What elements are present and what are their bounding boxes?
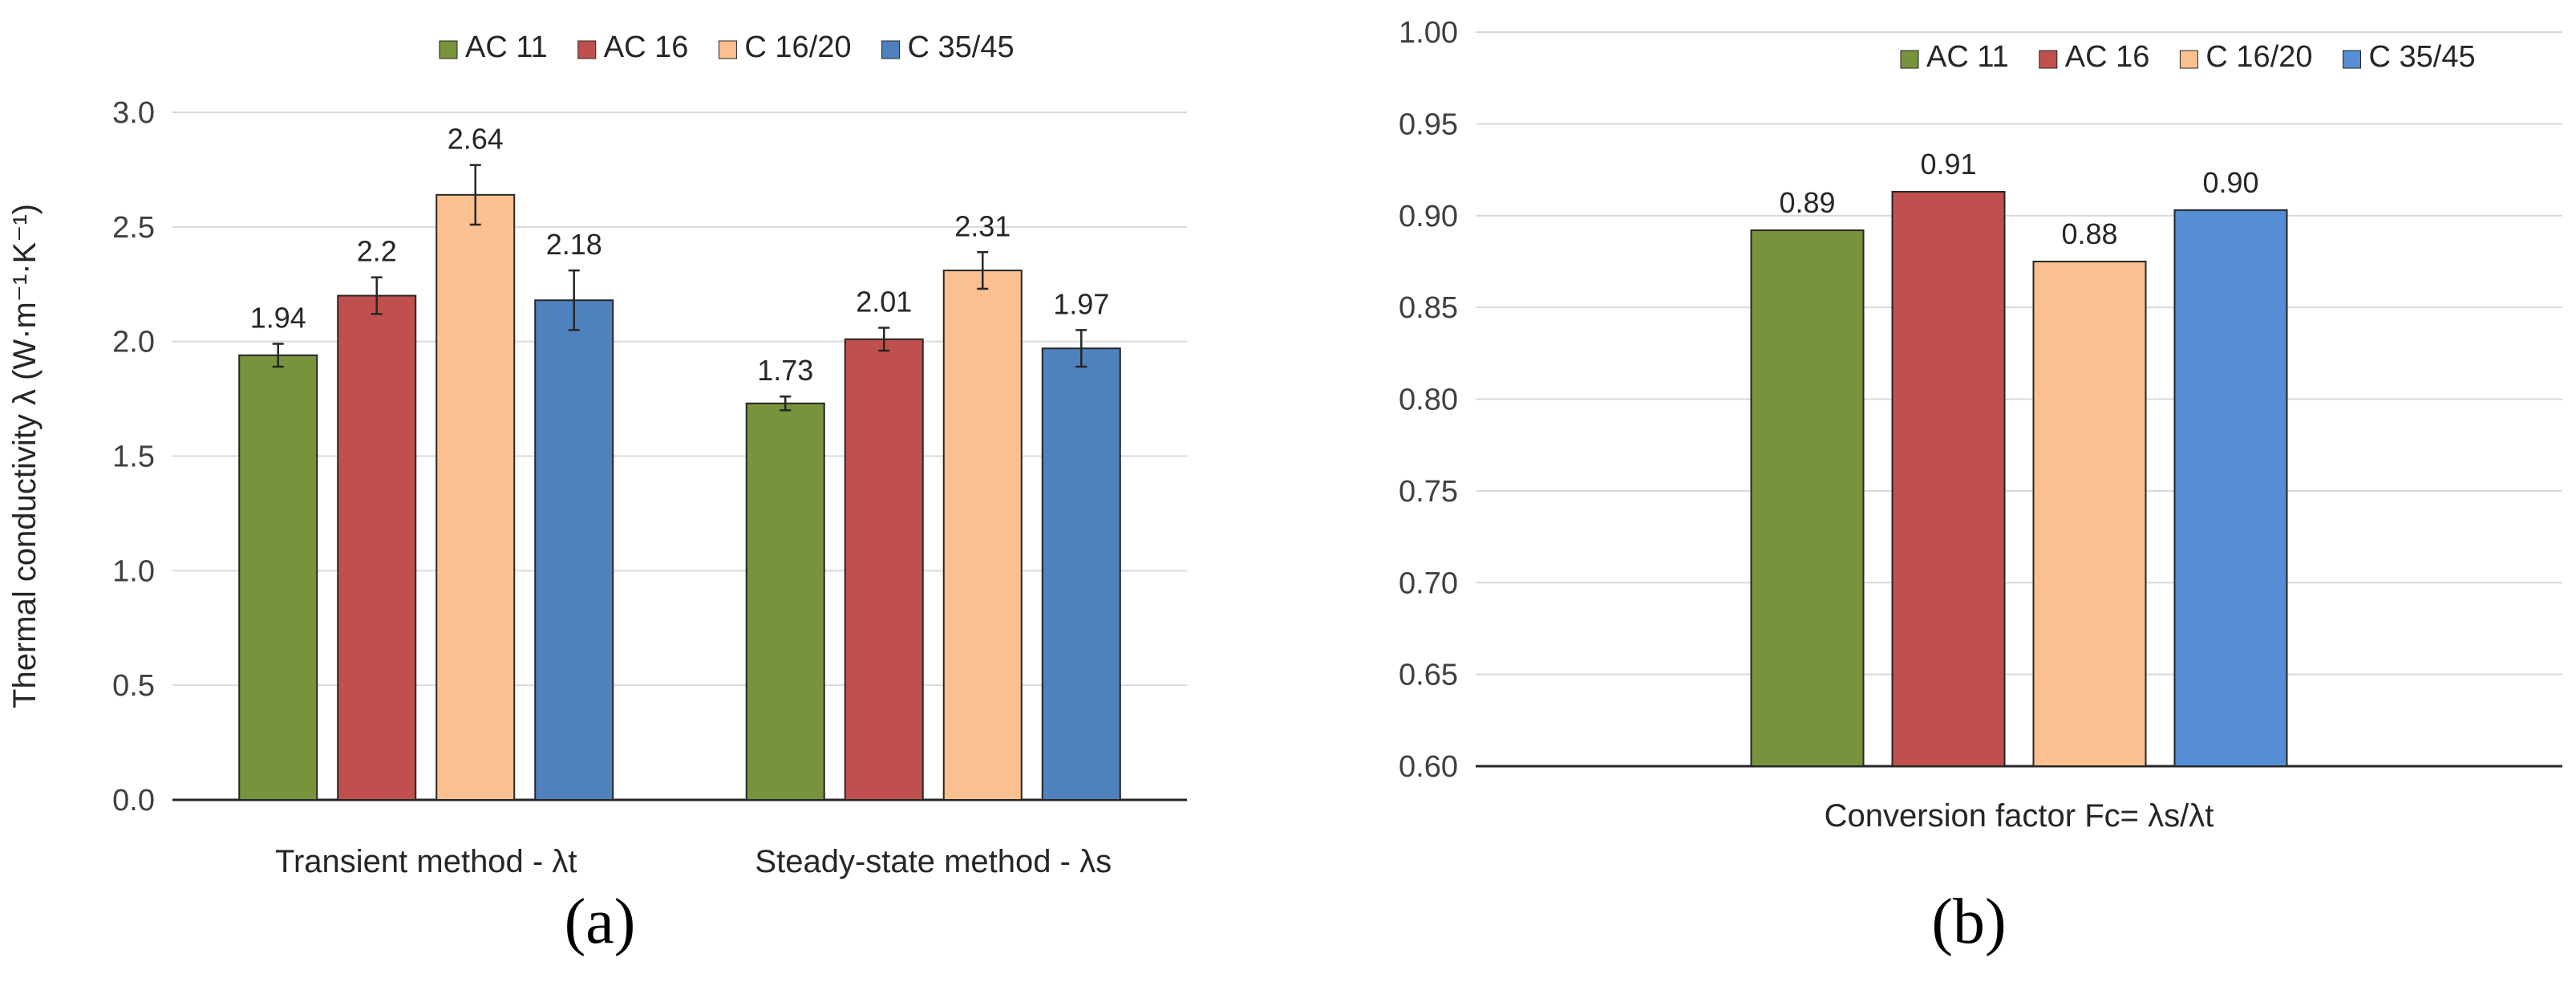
y-tick-label: 0.60 (1399, 750, 1458, 784)
panel-label: (b) (1931, 887, 2006, 957)
bar (1891, 191, 2006, 767)
legend-swatch (2343, 50, 2362, 69)
y-tick-label: 0.70 (1399, 566, 1458, 600)
y-tick-label: 0.90 (1399, 200, 1458, 233)
y-tick-label: 1.00 (1399, 16, 1458, 50)
y-tick-label: 0.80 (1399, 383, 1458, 417)
panel-label: (a) (565, 887, 636, 957)
data-label: 0.88 (2061, 217, 2117, 250)
bar (844, 338, 924, 801)
legend-label: C 35/45 (908, 30, 1015, 64)
category-label: Transient method - λt (275, 844, 577, 879)
legend-swatch (2039, 50, 2058, 69)
y-tick-label: 0.75 (1399, 475, 1458, 509)
category-label: Steady-state method - λs (755, 844, 1112, 879)
y-tick-label: 3.0 (112, 96, 155, 130)
y-axis-title: Thermal conductivity λ (W·m⁻¹·K⁻¹) (7, 204, 43, 708)
chart-panel-b: 0.60 0.65 0.70 0.75 0.80 0.85 0.90 0.95 1.00 0.89… (1399, 16, 2562, 957)
bar (238, 354, 318, 801)
legend-swatch (1900, 50, 1919, 69)
bar (2173, 209, 2288, 767)
legend-swatch (439, 40, 458, 59)
y-tick-label: 0.95 (1399, 108, 1458, 141)
legend-label: C 35/45 (2369, 40, 2476, 74)
legend-swatch (577, 40, 597, 59)
y-tick-label: 0.5 (112, 669, 155, 703)
y-tick-label: 1.5 (112, 440, 155, 474)
legend-swatch (718, 40, 737, 59)
data-label: 2.01 (856, 286, 912, 319)
bar (435, 193, 516, 801)
bar (1750, 229, 1865, 767)
y-tick-label: 0.0 (112, 784, 155, 818)
data-label: 2.18 (546, 228, 602, 261)
bar (745, 402, 825, 801)
bar (534, 299, 614, 801)
data-label: 0.89 (1779, 186, 1835, 219)
y-tick-label: 2.5 (112, 211, 155, 245)
data-label: 1.97 (1053, 287, 1109, 320)
data-label: 2.2 (357, 235, 397, 268)
bar (1041, 347, 1121, 801)
legend-swatch (2179, 50, 2198, 69)
bar (337, 294, 417, 801)
category-label: Conversion factor Fc= λs/λt (1825, 798, 2214, 834)
legend-label: AC 16 (2065, 40, 2150, 74)
legend-label: C 16/20 (2205, 40, 2312, 74)
data-label: 0.91 (1920, 148, 1976, 181)
chart-panel-a: 0.0 0.5 1.0 1.5 2.0 2.5 3.0 Thermal conductivit… (7, 30, 1187, 957)
y-tick-label: 0.65 (1399, 659, 1458, 692)
bar (942, 270, 1023, 801)
y-tick-label: 0.85 (1399, 291, 1458, 325)
bar (2032, 260, 2147, 767)
legend-label: AC 11 (1926, 40, 2009, 74)
legend-label: C 16/20 (744, 30, 851, 64)
data-label: 2.64 (448, 123, 504, 156)
data-label: 1.73 (757, 354, 813, 387)
legend-label: AC 16 (604, 30, 689, 64)
data-label: 0.90 (2202, 166, 2258, 199)
legend-swatch (881, 40, 901, 59)
y-tick-label: 1.0 (112, 554, 155, 588)
data-label: 1.94 (250, 302, 306, 335)
data-label: 2.31 (954, 209, 1011, 242)
legend-label: AC 11 (465, 30, 548, 64)
y-tick-label: 2.0 (112, 326, 155, 359)
